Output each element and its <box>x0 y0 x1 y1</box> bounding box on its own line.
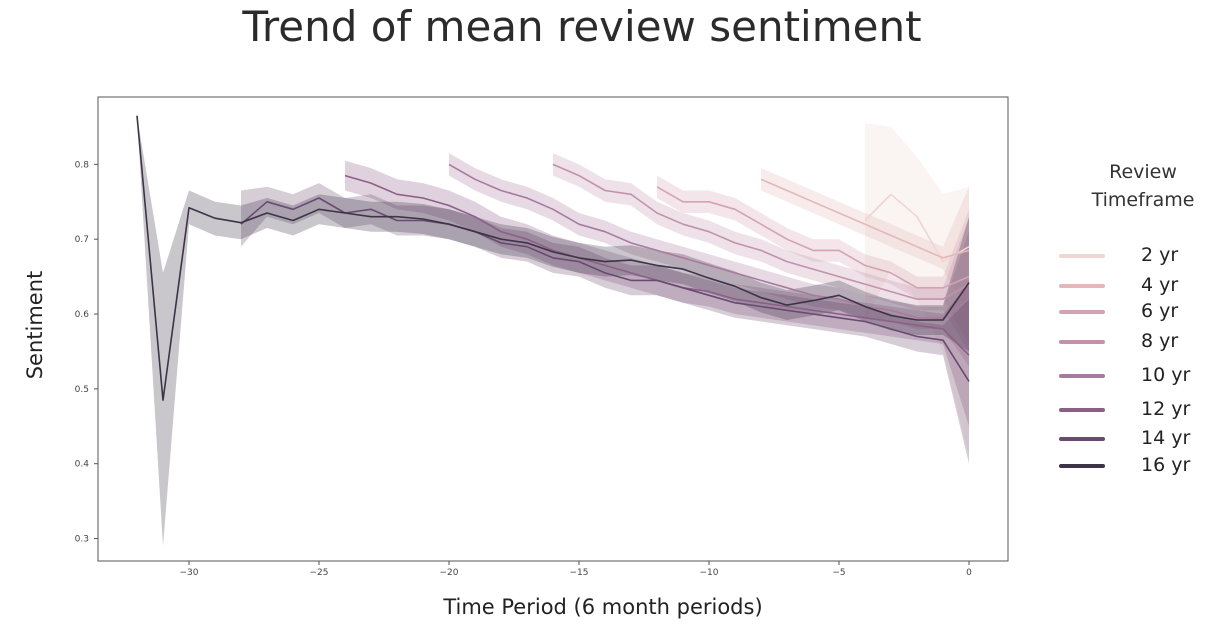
legend-label: 14 yr <box>1141 427 1191 449</box>
confidence-bands <box>137 115 969 546</box>
x-tick-label: −5 <box>832 568 845 578</box>
y-axis-label: Sentiment <box>23 271 47 380</box>
x-axis-label: Time Period (6 month periods) <box>442 595 762 619</box>
x-tick-label: −15 <box>570 568 589 578</box>
legend-swatch <box>1059 310 1105 314</box>
series-line-4-yr <box>760 178 970 259</box>
series-lines <box>136 115 970 401</box>
legend-label: 10 yr <box>1141 364 1191 386</box>
y-axis: 0.3 0.4 0.5 0.6 0.7 0.8 <box>75 160 98 545</box>
chart-title: Trend of mean review sentiment <box>242 2 922 51</box>
legend-item: 14 yr <box>1055 425 1225 453</box>
series-line-16-yr <box>136 115 970 401</box>
legend-label: 2 yr <box>1141 244 1179 266</box>
x-tick-label: −30 <box>180 568 199 578</box>
plot-frame <box>97 96 1009 562</box>
y-tick-label: 0.6 <box>75 310 90 320</box>
legend-item: 4 yr <box>1055 272 1225 300</box>
series-line-8-yr <box>552 163 970 300</box>
legend-swatch <box>1059 437 1105 441</box>
band-8-yr <box>553 153 969 352</box>
x-tick-label: −25 <box>310 568 329 578</box>
band-16-yr <box>137 115 969 546</box>
legend-item: 10 yr <box>1055 362 1225 390</box>
series-line-2-yr <box>864 193 970 263</box>
x-axis: −30 −25 −20 −15 −10 −5 0 <box>180 561 972 578</box>
series-line-14-yr <box>240 197 970 382</box>
x-tick-label: 0 <box>966 568 972 578</box>
legend-swatch <box>1059 340 1105 344</box>
legend-label: 12 yr <box>1141 398 1191 420</box>
legend-item: 16 yr <box>1055 452 1225 480</box>
legend-item: 8 yr <box>1055 328 1225 356</box>
band-12-yr <box>345 160 969 427</box>
y-tick-label: 0.4 <box>75 460 90 470</box>
legend-swatch <box>1059 284 1105 288</box>
legend-item: 2 yr <box>1055 242 1225 270</box>
y-tick-label: 0.7 <box>75 235 89 245</box>
series-line-10-yr <box>448 163 970 319</box>
legend-label: 4 yr <box>1141 274 1179 296</box>
legend: Review Timeframe 2 yr 4 yr 6 yr 8 yr 10 yr 12… <box>1055 158 1225 476</box>
series-line-6-yr <box>656 186 970 289</box>
y-tick-label: 0.5 <box>75 385 89 395</box>
band-6-yr <box>657 175 969 344</box>
band-2-yr <box>865 123 969 457</box>
legend-item: 6 yr <box>1055 298 1225 326</box>
x-tick-label: −10 <box>700 568 719 578</box>
legend-label: 8 yr <box>1141 330 1179 352</box>
band-4-yr <box>761 168 969 314</box>
legend-title: Review Timeframe <box>1091 161 1195 211</box>
legend-swatch <box>1059 374 1105 378</box>
legend-swatch <box>1059 464 1105 468</box>
legend-item: 12 yr <box>1055 396 1225 424</box>
legend-label: 6 yr <box>1141 300 1179 322</box>
band-10-yr <box>449 153 969 367</box>
y-tick-label: 0.8 <box>75 160 90 170</box>
legend-swatch <box>1059 408 1105 412</box>
legend-swatch <box>1059 254 1105 258</box>
legend-label: 16 yr <box>1141 454 1191 476</box>
y-tick-label: 0.3 <box>75 535 89 545</box>
x-tick-label: −20 <box>440 568 459 578</box>
